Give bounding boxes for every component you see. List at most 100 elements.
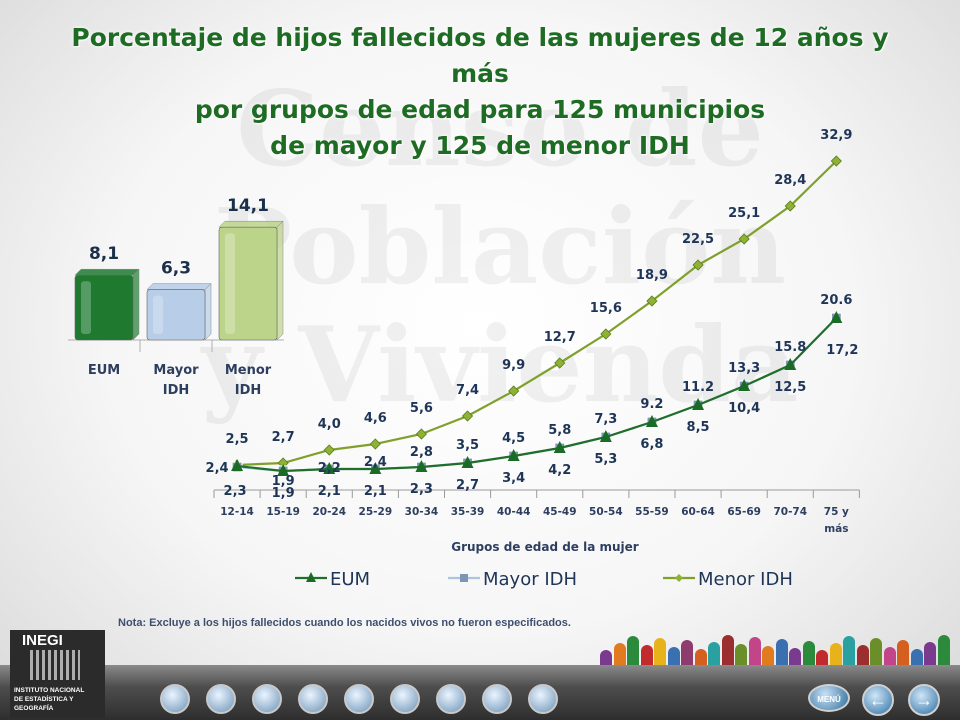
logo-text-line1: INSTITUTO NACIONAL [14, 687, 85, 694]
eum-data-label: 5,8 [548, 423, 571, 438]
eum-data-label: 2,4 [206, 461, 229, 476]
x-axis-title: Grupos de edad de la mujer [451, 540, 639, 554]
logo-mark [30, 650, 80, 680]
menor-idh-data-label: 22,5 [682, 232, 714, 247]
menor-idh-data-label: 12,7 [544, 330, 576, 345]
watermark-line1: Censo de Población [213, 67, 787, 308]
x-tick-label: 30-34 [405, 506, 439, 518]
bar-category-label: Mayor [153, 363, 199, 378]
menor-idh-point [415, 428, 428, 440]
menor-idh-point [692, 259, 704, 271]
menor-idh-data-label: 5,6 [410, 401, 433, 416]
bar-top [218, 220, 284, 228]
eum-point [231, 459, 244, 471]
mayor-idh-data-label: 4,2 [548, 463, 571, 478]
eum-data-label: 15.8 [774, 340, 806, 355]
bar-value-label: 14,1 [227, 196, 269, 216]
mayor-idh-data-label: 1,9 [272, 486, 295, 501]
menor-idh-point [830, 155, 842, 167]
eum-data-label: 1,9 [272, 474, 295, 489]
map-icon[interactable] [528, 684, 558, 714]
bar-shine [225, 233, 235, 334]
menor-idh-data-label: 18,9 [636, 268, 668, 283]
bar-category-label: Menor [225, 363, 272, 378]
mayor-idh-data-label: 8,5 [687, 420, 710, 435]
menor-idh-point [784, 200, 796, 212]
mayor-idh-data-label: 10,4 [728, 401, 760, 416]
eum-data-label: 4,5 [502, 431, 525, 446]
logo-text-line2: DE ESTADÍSTICA Y GEOGRAFÍA [14, 696, 74, 712]
bar-shine [153, 295, 163, 334]
mayor-idh-data-label: 2,3 [224, 484, 247, 499]
arrow-right-icon[interactable]: → [908, 684, 940, 716]
group-icon[interactable] [252, 684, 282, 714]
eum-point [323, 462, 336, 474]
menor-idh-point [508, 385, 520, 397]
arrow-left-icon[interactable]: ← [862, 684, 894, 716]
eum-data-label: 20.6 [820, 293, 852, 308]
x-tick-label: 55-59 [635, 506, 669, 518]
x-tick-label: 75 y [824, 506, 849, 518]
menor-idh-data-label: 15,6 [590, 301, 622, 316]
eum-point [553, 441, 566, 453]
eum-data-label: 2,2 [318, 461, 341, 476]
bar-category-label: IDH [163, 383, 190, 398]
eum-point [830, 311, 843, 323]
eum-point [784, 358, 797, 370]
legend-label-eum: EUM [330, 569, 370, 590]
x-tick-label: 40-44 [497, 506, 531, 518]
family-icon[interactable] [160, 684, 190, 714]
home-icon[interactable] [390, 684, 420, 714]
x-tick-label: 50-54 [589, 506, 623, 518]
mayor-idh-data-label: 5,3 [594, 452, 617, 467]
logo-name: INEGI [22, 632, 63, 649]
mayor-idh-data-label: 2,1 [364, 484, 387, 499]
mayor-idh-data-label: 17,2 [826, 343, 858, 358]
woman-icon[interactable] [298, 684, 328, 714]
inegi-logo[interactable]: INEGI INSTITUTO NACIONAL DE ESTADÍSTICA … [10, 630, 105, 718]
menor-idh-point [600, 328, 612, 340]
eum-data-label: 13,3 [728, 361, 760, 376]
title-line-1: Porcentaje de hijos fallecidos de las mu… [71, 23, 889, 88]
menor-idh-point [461, 410, 474, 422]
x-tick-label: 45-49 [543, 506, 577, 518]
mayor-idh-data-label: 2,3 [410, 482, 433, 497]
menor-idh-data-label: 28,4 [774, 173, 806, 188]
x-tick-label: 65-69 [727, 506, 761, 518]
x-tick-label: 20-24 [312, 506, 346, 518]
bar-top [74, 268, 140, 276]
mayor-idh-data-label: 12,5 [774, 380, 806, 395]
eum-point [645, 415, 658, 427]
title-line-3: de mayor y 125 de menor IDH [270, 131, 690, 160]
eum-point [599, 430, 612, 442]
health-icon[interactable] [344, 684, 374, 714]
info-icon[interactable] [206, 684, 236, 714]
migration-icon[interactable] [482, 684, 512, 714]
eum-data-label: 7,3 [594, 412, 617, 427]
x-tick-label: 35-39 [451, 506, 485, 518]
bar-mayor-idh [146, 289, 206, 341]
x-tick-label: 60-64 [681, 506, 715, 518]
footer-bar [0, 665, 960, 720]
bar-value-label: 8,1 [89, 244, 119, 264]
bar-shine [81, 281, 91, 334]
footnote: Nota: Excluye a los hijos fallecidos cua… [118, 617, 571, 629]
menor-idh-point [369, 438, 381, 450]
bar-side [204, 282, 212, 341]
menor-idh-data-label: 7,4 [456, 383, 479, 398]
mayor-idh-data-label: 2,7 [456, 478, 479, 493]
logo-text: INSTITUTO NACIONAL DE ESTADÍSTICA Y GEOG… [14, 686, 102, 713]
legend-label-mayor-idh: Mayor IDH [483, 569, 577, 590]
menor-idh-data-label: 4,6 [364, 411, 387, 426]
menor-idh-point [554, 357, 566, 369]
menor-idh-data-label: 9,9 [502, 358, 525, 373]
menor-idh-data-label: 32,9 [820, 128, 852, 143]
menor-idh-point [738, 233, 750, 245]
eum-point [415, 460, 428, 472]
eum-data-label: 2,8 [410, 445, 433, 460]
menu-button[interactable]: MENÚ [808, 684, 850, 712]
house-icon[interactable] [436, 684, 466, 714]
mayor-idh-data-label: 3,4 [502, 471, 525, 486]
x-tick-label: 12-14 [220, 506, 254, 518]
eum-point [277, 464, 290, 476]
